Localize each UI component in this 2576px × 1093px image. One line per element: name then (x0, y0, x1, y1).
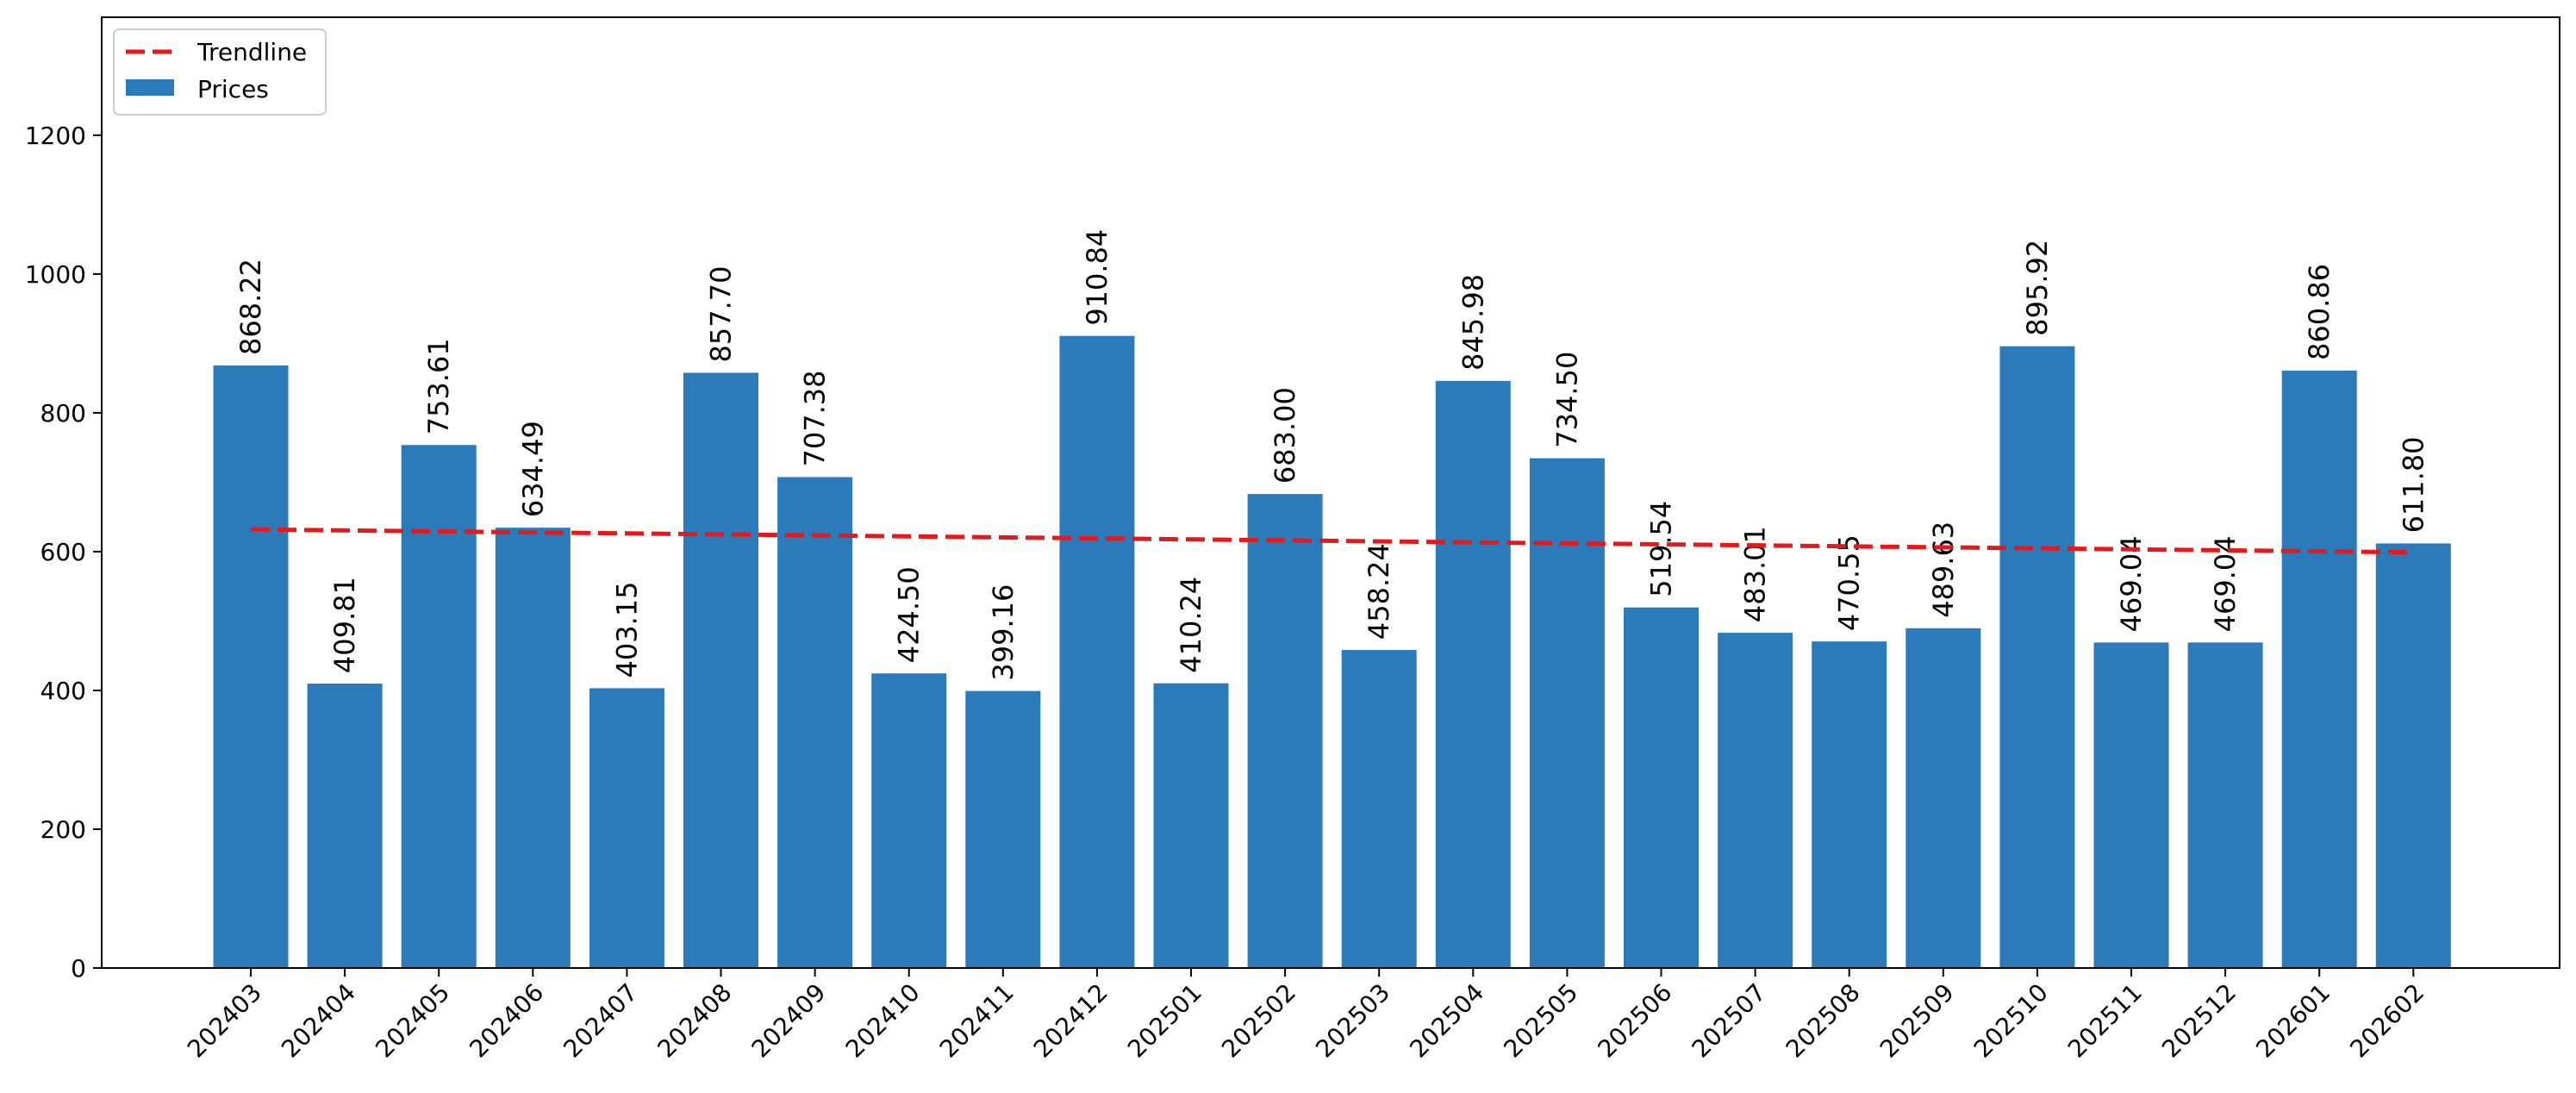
bar (1905, 628, 1981, 968)
bar (401, 445, 477, 968)
bar-value-label: 469.04 (2115, 535, 2148, 632)
bar (1247, 494, 1323, 968)
bar (1529, 458, 1605, 968)
bar (1153, 683, 1229, 968)
bar (2187, 642, 2263, 968)
bar-value-label: 611.80 (2397, 436, 2429, 533)
bar (213, 365, 289, 968)
bar-value-label: 857.70 (705, 265, 738, 362)
bar-labels-group: 868.22 409.81 753.61 634.49 403.15 857.70 707.… (234, 229, 2429, 681)
bar (1718, 633, 1793, 968)
bar (965, 690, 1041, 968)
bar-value-label: 734.50 (1550, 352, 1583, 448)
legend: Trendline Prices (113, 28, 327, 116)
bar-value-label: 519.54 (1645, 501, 1678, 597)
bar-value-label: 409.81 (328, 577, 361, 673)
bar-value-label: 634.49 (516, 421, 549, 517)
y-tick-label: 0 (71, 954, 86, 983)
y-tick-label: 600 (41, 538, 86, 566)
legend-trendline-label: Trendline (196, 38, 307, 66)
bar (871, 673, 947, 968)
y-tick-label: 800 (41, 399, 86, 428)
bar-value-label: 399.16 (987, 584, 1020, 681)
bar-value-label: 910.84 (1081, 229, 1113, 326)
y-tick-label: 400 (41, 677, 86, 705)
bar-value-label: 424.50 (893, 566, 926, 663)
bar (2281, 370, 2357, 968)
bar (1624, 607, 1699, 968)
bar-value-label: 410.24 (1175, 577, 1207, 673)
bar (307, 684, 383, 968)
bar (1812, 641, 1887, 968)
bar (2093, 642, 2169, 968)
bar-value-label: 707.38 (799, 371, 832, 467)
trendline (250, 527, 2414, 555)
legend-prices-swatch (126, 79, 174, 96)
bar-value-label: 845.98 (1456, 274, 1489, 371)
plot-frame (101, 16, 2560, 969)
bar (589, 688, 664, 968)
y-axis: 0 200 400 600 800 1000 1200 (25, 122, 102, 983)
bar-value-label: 403.15 (610, 581, 643, 678)
bar (495, 528, 571, 968)
y-tick-label: 1200 (25, 122, 86, 150)
bar-value-label: 895.92 (2021, 240, 2054, 336)
bar (683, 372, 758, 968)
bar (2375, 543, 2451, 968)
bar (1341, 650, 1417, 968)
bar (1059, 335, 1135, 968)
legend-prices-label: Prices (197, 75, 269, 103)
bar (1435, 380, 1511, 969)
bar-value-label: 489.63 (1927, 522, 1960, 618)
bar (777, 477, 853, 968)
bar-value-label: 458.24 (1363, 543, 1395, 640)
bar-value-label: 753.61 (422, 338, 455, 434)
y-tick-label: 200 (41, 815, 86, 844)
y-tick-label: 1000 (25, 260, 86, 289)
bars-group (213, 335, 2451, 969)
bar-value-label: 683.00 (1269, 387, 1301, 484)
bar (1999, 346, 2075, 969)
bar-value-label: 470.55 (1833, 534, 1866, 631)
bar-value-label: 868.22 (234, 259, 267, 355)
bar-value-label: 483.01 (1739, 526, 1772, 622)
bar-value-label: 860.86 (2303, 264, 2336, 360)
